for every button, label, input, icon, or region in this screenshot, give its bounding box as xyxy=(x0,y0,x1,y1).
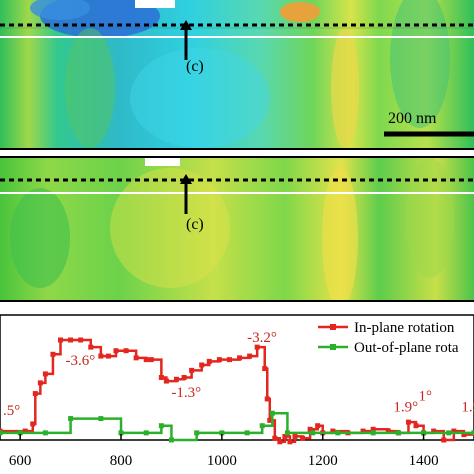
data-point xyxy=(277,439,283,445)
data-point xyxy=(269,410,275,416)
x-tick-label: 1200 xyxy=(308,453,338,469)
data-point xyxy=(168,437,174,443)
data-point xyxy=(247,353,253,359)
data-point xyxy=(143,357,149,363)
data-point xyxy=(22,428,28,434)
data-point xyxy=(181,375,187,380)
data-point xyxy=(189,367,195,373)
data-point xyxy=(88,344,94,350)
data-point xyxy=(0,430,3,436)
data-point xyxy=(292,433,298,439)
data-point xyxy=(118,430,124,436)
data-point xyxy=(123,348,129,354)
data-point xyxy=(237,355,243,361)
data-point xyxy=(32,391,38,397)
data-point xyxy=(395,430,401,436)
data-point xyxy=(226,357,232,363)
data-point xyxy=(267,417,273,423)
data-point xyxy=(461,432,467,438)
data-point xyxy=(413,423,419,429)
data-point xyxy=(158,423,164,429)
data-point xyxy=(98,353,104,359)
data-point xyxy=(163,378,169,384)
data-point xyxy=(315,423,321,429)
data-point xyxy=(264,396,270,402)
data-point xyxy=(148,357,154,363)
angle-annotation: 1.9 xyxy=(461,399,474,415)
data-point xyxy=(471,430,474,436)
data-point xyxy=(68,416,74,422)
data-point xyxy=(78,337,84,343)
x-tick-label: 1000 xyxy=(207,453,237,469)
data-point xyxy=(370,430,376,436)
data-point xyxy=(287,439,293,445)
data-point xyxy=(310,430,316,436)
data-point xyxy=(30,421,36,427)
data-point xyxy=(133,355,139,361)
orientation-map-top-image xyxy=(0,0,474,148)
data-point xyxy=(113,348,119,354)
data-point xyxy=(441,437,447,443)
data-point xyxy=(68,337,74,343)
angle-annotation: -1.3° xyxy=(171,385,201,401)
data-point xyxy=(405,419,411,425)
data-point xyxy=(307,426,313,432)
data-point xyxy=(282,433,288,439)
data-point xyxy=(143,430,149,436)
angle-annotation: -3.2° xyxy=(247,330,277,346)
angle-annotation: 1° xyxy=(419,389,433,405)
data-point xyxy=(219,430,225,436)
scale-bar-label: 200 nm xyxy=(388,110,437,127)
data-point xyxy=(244,430,250,436)
legend-label: In-plane rotation xyxy=(354,320,455,336)
data-point xyxy=(199,362,205,368)
x-tick-label: 600 xyxy=(9,453,32,469)
data-point xyxy=(284,430,290,436)
angle-annotation: 1.9° xyxy=(393,399,418,415)
data-point xyxy=(431,428,437,434)
legend-marker xyxy=(330,324,336,330)
angle-annotation: -3.6° xyxy=(66,353,96,369)
data-point xyxy=(370,426,376,432)
data-point xyxy=(105,353,111,359)
data-point xyxy=(300,435,306,441)
data-point xyxy=(421,430,427,436)
x-tick-label: 800 xyxy=(110,453,133,469)
data-point xyxy=(194,430,200,436)
data-point xyxy=(17,430,23,436)
data-point xyxy=(173,376,179,382)
series-line-1 xyxy=(0,411,474,442)
data-point xyxy=(98,416,104,422)
x-tick-label: 1400 xyxy=(409,453,439,469)
orientation-map-top: (c) 200 nm xyxy=(0,0,474,150)
arrow-label-c-top: (c) xyxy=(186,58,204,75)
rotation-chart: .5° -3.6° -1.3° -3.2° 1.9°1° 1.9 600 800 1000 12… xyxy=(0,314,474,469)
data-point xyxy=(158,375,164,380)
data-point xyxy=(360,428,366,434)
angle-annotation: .5° xyxy=(3,403,20,419)
data-point xyxy=(446,430,452,436)
data-point xyxy=(37,380,43,386)
data-point xyxy=(259,423,265,429)
data-point xyxy=(50,351,56,357)
data-point xyxy=(335,430,341,436)
data-point xyxy=(385,428,391,434)
arrow-label-c-bottom: (c) xyxy=(186,216,204,233)
data-point xyxy=(206,358,212,364)
data-point xyxy=(58,337,64,343)
orientation-map-bottom-image xyxy=(0,158,474,300)
data-point xyxy=(254,344,260,350)
legend-label: Out-of-plane rota xyxy=(354,340,459,356)
data-point xyxy=(451,428,457,434)
legend-marker xyxy=(330,344,336,350)
orientation-map-bottom: (c) xyxy=(0,156,474,302)
data-point xyxy=(42,430,48,436)
data-point xyxy=(42,371,48,377)
data-point xyxy=(272,435,278,441)
data-point xyxy=(262,366,268,372)
data-point xyxy=(330,428,336,434)
data-point xyxy=(216,357,222,363)
